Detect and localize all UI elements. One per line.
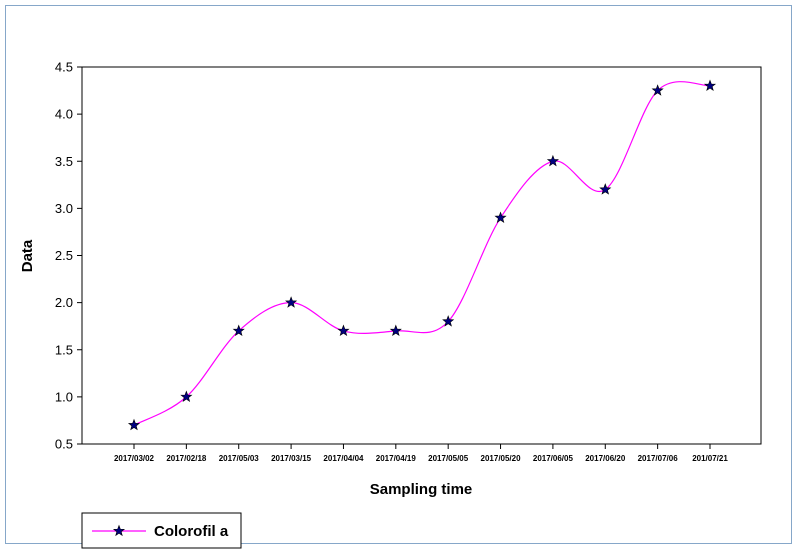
x-tick-label: 201/07/21 — [692, 454, 728, 463]
y-axis-title: Data — [19, 239, 36, 272]
x-tick-label: 2017/04/04 — [323, 454, 364, 463]
y-tick-label: 3.0 — [55, 201, 73, 216]
data-point-marker — [127, 418, 141, 431]
y-tick-label: 0.5 — [55, 437, 73, 452]
data-point-marker — [599, 183, 612, 195]
y-tick-label: 1.0 — [55, 389, 73, 404]
series-line — [133, 81, 711, 426]
legend-star-marker — [112, 524, 126, 537]
y-tick-label: 2.0 — [55, 295, 73, 310]
data-point-marker — [389, 324, 402, 337]
data-point-marker — [337, 324, 350, 337]
x-tick-label: 2017/04/19 — [376, 454, 417, 463]
x-axis-title: Sampling time — [370, 481, 473, 498]
legend: Colorofil a — [81, 512, 242, 549]
data-point-marker — [703, 79, 717, 91]
x-tick-label: 2017/03/02 — [114, 454, 155, 463]
y-axis-ticks: 0.5 1.0 1.5 2.0 2.5 3.0 3.5 4.0 4.5 — [55, 60, 82, 452]
series-layer — [127, 79, 717, 431]
legend-label: Colorofil a — [154, 523, 229, 540]
x-tick-label: 2017/05/05 — [428, 454, 469, 463]
x-axis-ticks: 2017/03/02 2017/02/18 2017/05/03 2017/03/15… — [114, 444, 728, 463]
plot-area — [81, 66, 762, 445]
y-tick-label: 4.0 — [55, 107, 73, 122]
data-point-marker — [232, 324, 245, 337]
data-point-marker — [651, 84, 664, 96]
y-tick-label: 4.5 — [55, 60, 73, 75]
data-point-marker — [494, 211, 507, 223]
y-tick-label: 2.5 — [55, 248, 73, 263]
data-point-marker — [285, 296, 298, 308]
y-tick-label: 3.5 — [55, 154, 73, 169]
star-icon — [112, 524, 126, 537]
x-tick-label: 2017/06/20 — [585, 454, 626, 463]
data-point-marker — [546, 154, 559, 167]
data-point-marker — [180, 390, 193, 403]
x-tick-label: 2017/03/15 — [271, 454, 312, 463]
x-tick-label: 2017/06/05 — [533, 454, 574, 463]
y-tick-label: 1.5 — [55, 342, 73, 357]
x-tick-label: 2017/07/06 — [638, 454, 679, 463]
x-tick-label: 2017/05/03 — [219, 454, 260, 463]
x-tick-label: 2017/05/20 — [481, 454, 522, 463]
x-tick-label: 2017/02/18 — [166, 454, 207, 463]
data-point-marker — [442, 315, 455, 327]
